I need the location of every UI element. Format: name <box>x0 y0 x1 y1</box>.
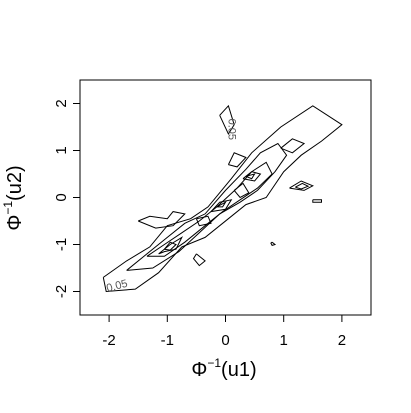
contour-line-5 <box>242 171 262 182</box>
y-tick-label: 2 <box>53 99 70 107</box>
contour-line-14 <box>192 253 206 267</box>
contour-line-10 <box>280 138 306 154</box>
y-tick-label: -1 <box>53 238 70 251</box>
contour-line-18 <box>195 215 212 227</box>
contour-line-12 <box>295 182 310 190</box>
contour-line-16 <box>219 104 235 136</box>
contour-line-1 <box>126 142 288 271</box>
contour-line-7 <box>210 199 233 213</box>
y-tick-label: 1 <box>53 146 70 154</box>
contour-level-label-1: 0.05 <box>225 119 237 140</box>
contour-line-15 <box>270 241 277 247</box>
contour-level-label-0: 0.05 <box>105 278 129 295</box>
contour-line-2 <box>146 161 273 257</box>
x-axis: -2 -1 0 1 2 <box>102 314 346 349</box>
contour-line-19 <box>233 182 250 199</box>
contour-line-0 <box>102 105 343 293</box>
contour-line-8 <box>216 200 227 208</box>
contour-line-3 <box>158 236 184 255</box>
y-axis-title: Φ−1(u2) <box>1 165 26 230</box>
contour-line-17 <box>138 211 186 229</box>
x-tick-label: -1 <box>161 332 174 349</box>
contour-level-labels: 0.05 0.05 <box>105 119 237 295</box>
contour-line-6 <box>245 173 256 180</box>
contour-lines <box>102 104 343 293</box>
contour-line-11 <box>289 180 314 191</box>
x-tick-label: -2 <box>102 332 115 349</box>
y-axis: -2 -1 0 1 2 <box>53 99 81 298</box>
y-tick-label: -2 <box>53 285 70 298</box>
x-tick-label: 1 <box>280 332 288 349</box>
contour-line-13 <box>312 199 322 203</box>
x-tick-label: 2 <box>338 332 346 349</box>
contour-line-9 <box>227 152 247 168</box>
contour-line-4 <box>164 241 177 251</box>
x-axis-title: Φ−1(u1) <box>191 356 256 381</box>
y-tick-label: 0 <box>53 193 70 201</box>
x-tick-label: 0 <box>221 332 229 349</box>
